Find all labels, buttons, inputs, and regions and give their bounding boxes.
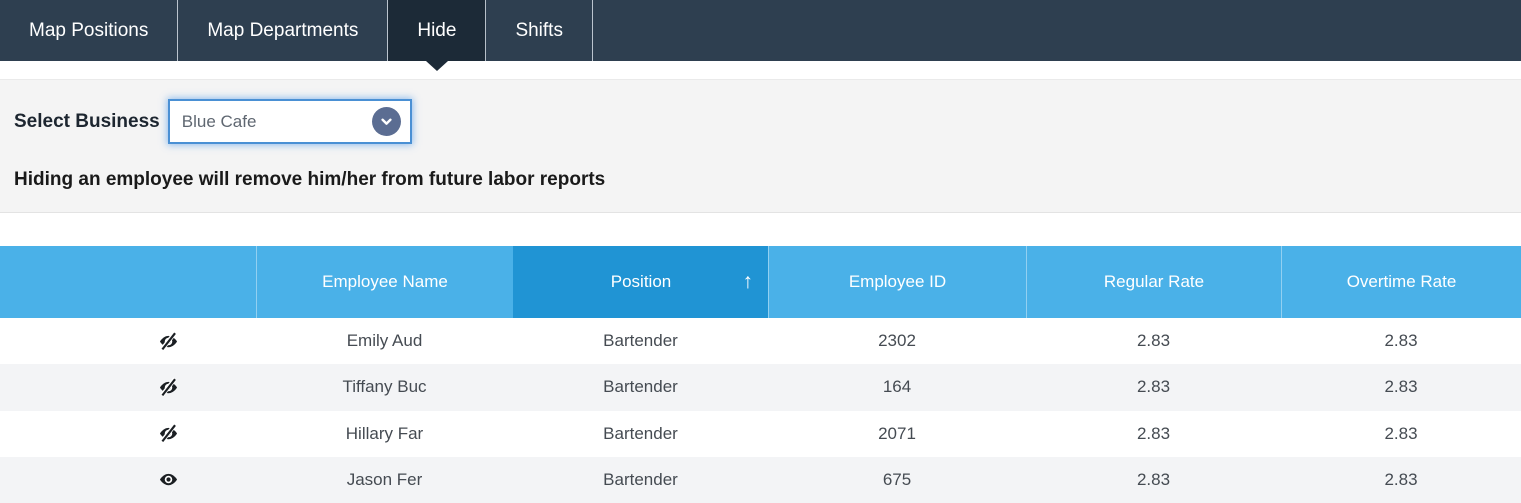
position-cell: Bartender xyxy=(603,469,678,489)
employee-name-cell: Hillary Far xyxy=(345,423,424,443)
position-cell: Bartender xyxy=(603,377,678,397)
overtime-rate-cell: 2.83 xyxy=(1384,377,1418,397)
eye-icon xyxy=(159,474,177,486)
tab-bar: Map Positions Map Departments Hide Shift… xyxy=(0,0,1521,71)
visibility-toggle[interactable] xyxy=(0,457,256,503)
column-header-overtime-rate[interactable]: Overtime Rate ↑ xyxy=(1281,246,1521,318)
employee-id-cell: 164 xyxy=(882,377,912,397)
select-business-label: Select Business xyxy=(14,110,160,132)
overtime-rate-cell: 2.83 xyxy=(1384,469,1418,489)
table-header-row: ↑ Employee Name ↑ Position ↑ Employee ID… xyxy=(0,246,1521,318)
table-body: Emily Aud Bartender 2302 2.83 2.83 Tiffa… xyxy=(0,318,1521,503)
employee-id-cell: 2302 xyxy=(878,331,916,351)
overtime-rate-cell: 2.83 xyxy=(1384,331,1418,351)
column-header-label: Employee ID xyxy=(848,272,947,291)
regular-rate-cell: 2.83 xyxy=(1136,423,1171,443)
employee-name-cell: Tiffany Buc xyxy=(342,377,427,397)
tab-label: Map Departments xyxy=(207,19,359,41)
employee-name-cell: Emily Aud xyxy=(346,331,423,351)
filter-panel: Select Business Blue Cafe Hiding an empl… xyxy=(0,79,1521,213)
column-header-employee-id[interactable]: Employee ID ↑ xyxy=(768,246,1026,318)
tab-shifts[interactable]: Shifts xyxy=(486,0,593,61)
column-header-regular-rate[interactable]: Regular Rate ↑ xyxy=(1026,246,1281,318)
column-header-position[interactable]: Position ↑ xyxy=(513,246,768,318)
spacer xyxy=(0,213,1521,246)
spacer xyxy=(0,61,1521,79)
table-row: Emily Aud Bartender 2302 2.83 2.83 xyxy=(0,318,1521,365)
tab-label: Hide xyxy=(417,19,457,41)
visibility-toggle[interactable] xyxy=(0,318,256,364)
regular-rate-cell: 2.83 xyxy=(1136,377,1171,397)
hide-employee-notice: Hiding an employee will remove him/her f… xyxy=(14,169,606,190)
employees-table: ↑ Employee Name ↑ Position ↑ Employee ID… xyxy=(0,246,1521,503)
position-cell: Bartender xyxy=(603,423,678,443)
table-row: Tiffany Buc Bartender 164 2.83 2.83 xyxy=(0,364,1521,411)
column-header-label: Overtime Rate xyxy=(1346,272,1457,291)
tab-label: Shifts xyxy=(515,19,563,41)
position-cell: Bartender xyxy=(603,331,678,351)
sort-asc-icon: ↑ xyxy=(742,270,754,293)
active-tab-caret xyxy=(425,61,448,71)
employee-id-cell: 675 xyxy=(882,469,912,489)
tab-hide[interactable]: Hide xyxy=(388,0,487,71)
table-row: Jason Fer Bartender 675 2.83 2.83 xyxy=(0,456,1521,503)
column-header-visibility[interactable]: ↑ xyxy=(0,246,256,318)
tab-map-positions[interactable]: Map Positions xyxy=(0,0,179,61)
eye-slash-icon xyxy=(159,423,177,443)
chevron-down-circle-icon[interactable] xyxy=(371,107,401,136)
tab-map-departments[interactable]: Map Departments xyxy=(178,0,389,61)
regular-rate-cell: 2.83 xyxy=(1136,331,1171,351)
visibility-toggle[interactable] xyxy=(0,364,256,410)
employee-id-cell: 2071 xyxy=(878,423,916,443)
business-dropdown[interactable]: Blue Cafe xyxy=(167,99,412,144)
eye-slash-icon xyxy=(159,377,177,397)
column-header-label: Position xyxy=(610,272,672,291)
column-header-label: Employee Name xyxy=(322,272,448,291)
overtime-rate-cell: 2.83 xyxy=(1384,423,1418,443)
table-row: Hillary Far Bartender 2071 2.83 2.83 xyxy=(0,410,1521,457)
column-header-label: Regular Rate xyxy=(1103,272,1205,291)
visibility-toggle[interactable] xyxy=(0,411,256,457)
business-dropdown-value: Blue Cafe xyxy=(181,111,257,131)
regular-rate-cell: 2.83 xyxy=(1136,469,1171,489)
eye-slash-icon xyxy=(159,331,177,351)
employee-name-cell: Jason Fer xyxy=(346,469,423,489)
tab-label: Map Positions xyxy=(29,19,149,41)
column-header-employee-name[interactable]: Employee Name ↑ xyxy=(256,246,513,318)
